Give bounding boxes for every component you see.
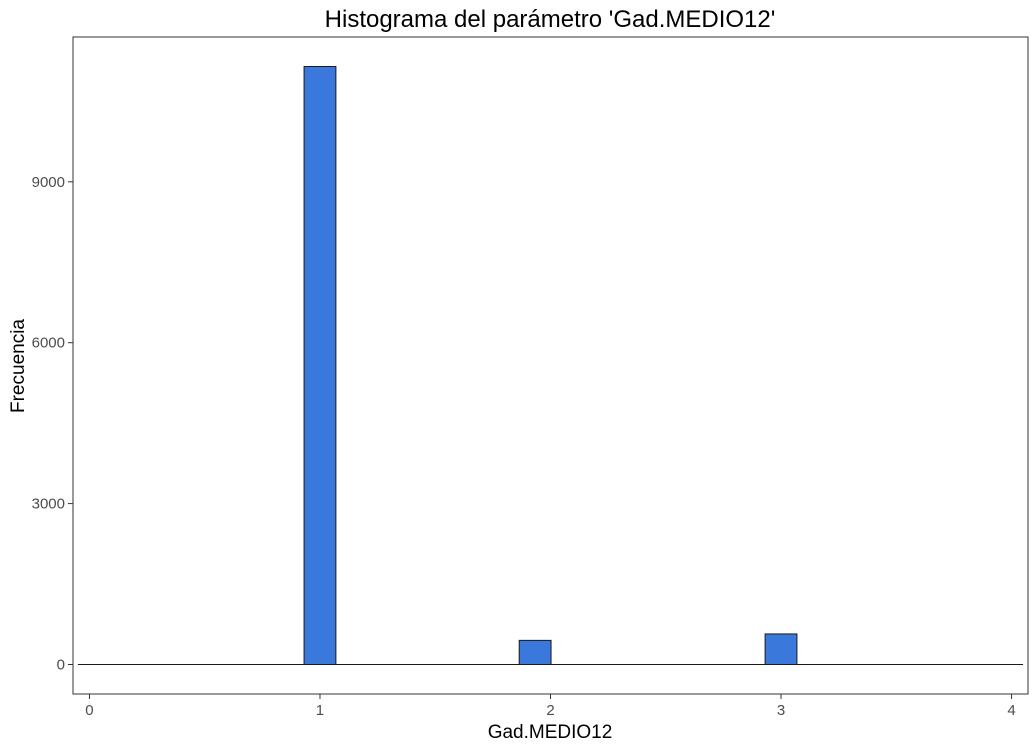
y-tick-label: 0 — [57, 657, 65, 674]
x-tick-label: 0 — [85, 702, 93, 719]
y-tick-label: 9000 — [32, 174, 65, 191]
x-tick-label: 1 — [316, 702, 324, 719]
x-axis-ticks: 0 1 2 3 4 — [85, 694, 1016, 719]
bars-group — [303, 65, 798, 666]
x-tick-label: 3 — [777, 702, 785, 719]
histogram-bar — [518, 639, 552, 666]
y-tick-label: 3000 — [32, 496, 65, 513]
y-axis-ticks: 0 3000 6000 9000 — [32, 174, 73, 674]
x-tick-label: 4 — [1007, 702, 1015, 719]
chart-title: Histograma del parámetro 'Gad.MEDIO12' — [325, 6, 776, 33]
plot-panel — [72, 36, 1029, 695]
x-tick-label: 2 — [546, 702, 554, 719]
x-axis-title: Gad.MEDIO12 — [488, 722, 613, 743]
y-axis-title: Frecuencia — [8, 319, 29, 413]
histogram-bar — [303, 65, 337, 666]
y-tick-label: 6000 — [32, 335, 65, 352]
histogram-bar — [764, 633, 798, 666]
